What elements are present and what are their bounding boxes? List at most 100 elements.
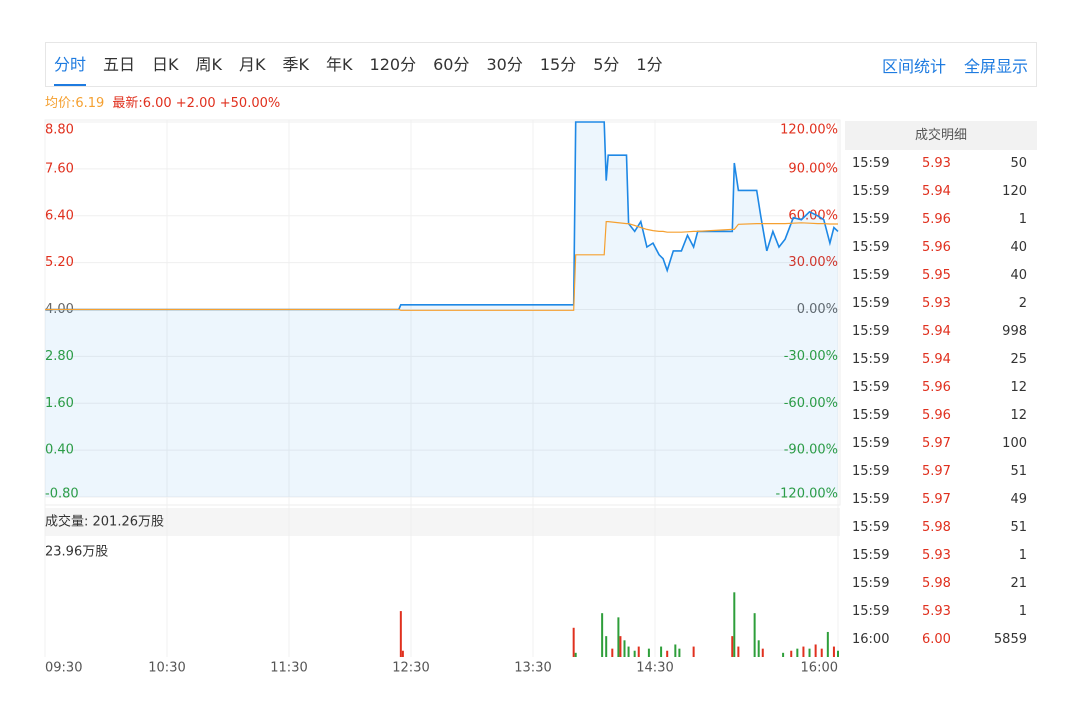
price-line [45,121,839,311]
volume-bar [832,646,835,657]
trade-row: 15:59 5.96 40 [845,234,1037,262]
trade-volume: 50 [1010,156,1027,171]
y-tick-label: 1.60 [45,396,74,411]
trade-volume: 5859 [993,632,1027,647]
tab-bar: 分时 五日 日K 周K 月K 季K 年K 120分 60分 30分 15分 5分 1分 区间统计 全屏显示 [45,42,1037,87]
tab[interactable]: 日K [152,55,179,74]
volume-bar [826,631,829,657]
tab[interactable]: 季K [282,55,310,74]
trade-row: 15:59 5.97 100 [845,430,1037,458]
trade-price: 5.97 [922,464,951,479]
tab[interactable]: 60分 [433,55,470,74]
volume-bar [837,650,839,657]
y-tick-label: 2.80 [45,349,74,364]
trade-volume: 1 [1018,604,1027,619]
tab[interactable]: 120分 [369,55,417,74]
trade-price: 5.97 [922,492,951,507]
tab[interactable]: 年K [326,55,353,74]
trade-row: 15:59 5.93 50 [845,150,1037,178]
trade-volume: 51 [1010,464,1027,479]
tab[interactable]: 30分 [486,55,523,74]
trade-row: 15:59 5.98 21 [845,570,1037,598]
trade-time: 15:59 [852,548,890,563]
trade-price: 5.98 [922,576,951,591]
price-header: 均价:6.19 最新:6.00 +2.00 +50.00% [45,92,280,111]
trade-price: 5.93 [922,548,951,563]
trade-time: 15:59 [852,296,890,311]
trade-row: 15:59 5.98 51 [845,514,1037,542]
volume-bar [401,650,404,657]
volume-bar [399,611,402,657]
trade-row: 15:59 5.97 49 [845,486,1037,514]
tab[interactable]: 月K [239,55,266,74]
volume-bar [674,644,677,657]
trade-row: 15:59 5.96 12 [845,374,1037,402]
grid [44,120,840,657]
y2-tick-label: 0.00% [797,302,838,317]
trade-time: 15:59 [852,520,890,535]
tab[interactable]: 1分 [636,55,663,74]
tab[interactable]: 15分 [539,55,577,74]
trade-volume: 120 [1002,184,1027,199]
volume-bar [820,648,823,657]
trade-volume: 40 [1010,268,1027,283]
tool-link[interactable]: 区间统计 [881,56,946,76]
tab[interactable]: 周K [195,55,223,74]
y-tick-label: 5.20 [45,255,74,270]
volume-bar [611,648,614,657]
volume-bar [757,640,760,657]
trade-price: 6.00 [922,632,951,647]
trade-time: 15:59 [852,240,890,255]
trade-price: 5.96 [922,240,951,255]
volume-bar [633,650,636,657]
trade-list: 成交明细 15:59 5.93 50 15:59 5.94 120 15:59 5.96 1 15… [845,121,1037,654]
trade-row: 15:59 5.93 2 [845,290,1037,318]
trade-time: 16:00 [852,632,890,647]
trade-volume: 2 [1018,296,1027,311]
trade-row: 15:59 5.93 1 [845,598,1037,626]
trade-price: 5.98 [922,520,951,535]
trade-time: 15:59 [852,436,890,451]
volume-bar [737,646,740,657]
tool-list: 区间统计 全屏显示 [864,43,1028,86]
tab[interactable]: 五日 [103,55,136,74]
tab[interactable]: 5分 [593,55,620,74]
trade-time: 15:59 [852,156,890,171]
trade-row: 15:59 5.97 51 [845,458,1037,486]
trade-price: 5.96 [922,212,951,227]
y2-tick-label: -90.00% [784,443,838,458]
trade-row: 15:59 5.93 1 [845,542,1037,570]
tool-link[interactable]: 全屏显示 [963,56,1028,76]
x-tick-label: 16:00 [801,661,838,676]
volume-bar [731,636,734,657]
y2-tick-label: 90.00% [788,161,838,176]
tab[interactable]: 分时 [54,43,87,86]
trade-price: 5.94 [922,184,951,199]
trade-row: 15:59 5.96 1 [845,206,1037,234]
trade-volume: 998 [1002,324,1027,339]
trade-price: 5.93 [922,156,951,171]
y-tick-label: 7.60 [45,161,74,176]
volume-header-band [45,508,840,536]
trade-row: 15:59 5.96 12 [845,402,1037,430]
trade-price: 5.96 [922,380,951,395]
trade-volume: 21 [1010,576,1027,591]
trade-volume: 12 [1010,380,1027,395]
volume-bar [790,650,793,657]
tab-list: 分时 五日 日K 周K 月K 季K 年K 120分 60分 30分 15分 5分 1分 [54,43,680,86]
trade-row: 15:59 5.94 998 [845,318,1037,346]
trade-time: 15:59 [852,212,890,227]
price-area [45,122,838,497]
trade-time: 15:59 [852,464,890,479]
y2-tick-label: 120.00% [780,123,838,138]
volume-bar [619,636,622,657]
avg-price: 均价:6.19 [45,96,105,111]
trade-price: 5.96 [922,408,951,423]
volume-bar [814,644,817,657]
trade-time: 15:59 [852,604,890,619]
trade-row: 16:00 6.00 5859 [845,626,1037,654]
y-tick-label: 0.40 [45,443,74,458]
trade-volume: 12 [1010,408,1027,423]
